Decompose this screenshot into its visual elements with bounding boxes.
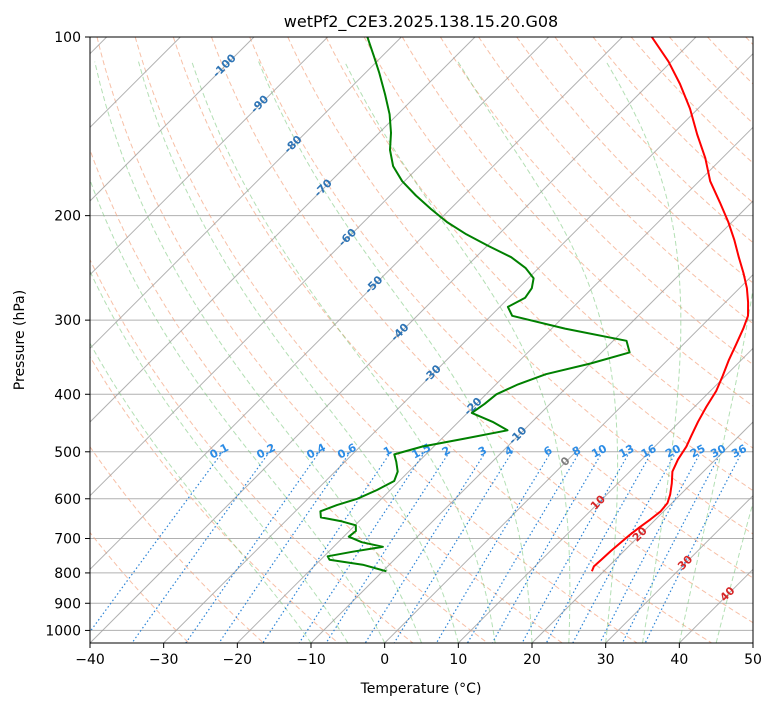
x-axis-ticks: −40 −30 −20 −10 0 10 20 30 40 50 — [75, 643, 762, 668]
x-tick-label: −20 — [223, 652, 253, 668]
y-axis-ticks: 100 200 300 400 500 600 700 800 900 1000 — [45, 30, 90, 639]
dry-adiabat-line — [249, 37, 753, 579]
x-tick-label: 0 — [380, 652, 389, 668]
isotherm-line — [605, 494, 753, 643]
x-axis-label: Temperature (°C) — [360, 681, 482, 697]
moist-adiabat-line — [605, 61, 682, 643]
moist-adiabat-line — [90, 270, 349, 643]
chart-title: wetPf2_C2E3.2025.138.15.20.G08 — [284, 12, 558, 32]
y-tick-label: 100 — [54, 30, 81, 46]
mixing-ratio-line — [545, 451, 653, 643]
moist-adiabat-line — [715, 501, 753, 643]
dry-adiabat-line — [401, 37, 753, 407]
isotherm-line — [163, 52, 753, 643]
mixing-ratio-line — [644, 451, 743, 643]
dry-adiabat-line — [439, 37, 753, 366]
mixing-ratio-line — [262, 451, 392, 643]
mixing-ratio-line — [393, 451, 513, 643]
mixing-ratio-lines — [90, 451, 743, 643]
mixing-ratio-line — [572, 451, 677, 643]
moist-adiabat-line — [258, 61, 533, 643]
isotherm-line — [90, 37, 329, 276]
dry-adiabat-line — [516, 37, 753, 284]
mixing-ratio-line — [131, 451, 271, 643]
isotherm-line — [310, 200, 753, 643]
y-axis-label: Pressure (hPa) — [12, 290, 28, 390]
temperature-profile-line — [590, 37, 750, 572]
isotherm-line — [236, 126, 753, 643]
moist-adiabat-line — [94, 61, 422, 643]
y-tick-label: 500 — [54, 445, 81, 461]
x-tick-label: 20 — [523, 652, 541, 668]
plot-area: 0.1 0.2 0.4 0.6 1 1.5 2 3 4 6 8 10 13 16 20 25 30 36-100-… — [90, 37, 753, 643]
x-tick-label: 50 — [744, 652, 762, 668]
dry-adiabat-line — [172, 37, 712, 643]
x-tick-label: 10 — [449, 652, 467, 668]
y-tick-label: 700 — [54, 532, 81, 548]
x-tick-label: 30 — [597, 652, 615, 668]
dry-adiabat-line — [90, 258, 414, 643]
dry-adiabat-line — [90, 445, 264, 643]
profile-series — [319, 37, 750, 573]
dry-adiabat-line — [96, 37, 563, 643]
mixing-ratio-line — [218, 451, 351, 643]
mixing-ratio-label: 36 — [729, 442, 749, 461]
mixing-ratio-label: 13 — [617, 442, 637, 461]
moist-adiabat-line — [90, 178, 386, 643]
moist-adiabat-line — [344, 61, 571, 643]
dry-adiabat-line — [287, 37, 753, 535]
mixing-ratio-line — [521, 451, 631, 643]
y-tick-label: 900 — [54, 596, 81, 612]
isotherm-line — [90, 37, 623, 571]
moist-adiabat-line — [90, 342, 312, 643]
mixing-ratio-line — [185, 451, 321, 643]
mixing-ratio-label: 20 — [663, 442, 683, 461]
mixing-ratio-line — [599, 451, 702, 643]
isotherm-line — [90, 37, 402, 350]
mixing-ratio-label: 25 — [688, 442, 708, 461]
y-tick-label: 800 — [54, 566, 81, 582]
mixing-ratio-line — [364, 451, 487, 643]
moist-adiabat-line — [138, 61, 459, 643]
x-tick-label: −40 — [75, 652, 105, 668]
mixing-ratio-label: 16 — [639, 442, 659, 461]
y-tick-label: 300 — [54, 313, 81, 329]
isotherm-line — [90, 37, 255, 202]
mixing-ratio-line — [621, 451, 722, 643]
moist-adiabat-line — [191, 61, 496, 643]
mixing-ratio-line — [491, 451, 604, 643]
y-tick-label: 200 — [54, 209, 81, 225]
moist-adiabats — [90, 61, 753, 643]
y-tick-label: 400 — [54, 387, 81, 403]
y-tick-label: 1000 — [45, 623, 81, 639]
pressure-grid — [90, 37, 753, 631]
dry-adiabat-line — [325, 37, 753, 492]
isotherm-line — [90, 37, 550, 497]
mixing-ratio-line — [466, 451, 581, 643]
x-tick-label: 40 — [670, 652, 688, 668]
mixing-ratio-label: 10 — [589, 442, 609, 461]
y-tick-label: 600 — [54, 492, 81, 508]
dewpoint-profile-line — [319, 37, 631, 573]
isotherm-line — [457, 347, 753, 643]
dry-adiabat-line — [630, 37, 753, 164]
dry-adiabat-line — [554, 37, 753, 244]
x-tick-label: −30 — [149, 652, 179, 668]
plot-frame — [89, 36, 754, 644]
isotherm-line — [384, 273, 753, 643]
mixing-ratio-line — [435, 451, 552, 643]
dry-adiabat-line — [211, 37, 753, 624]
mixing-ratio-label: 30 — [708, 442, 728, 461]
x-tick-label: −10 — [296, 652, 326, 668]
isotherms — [90, 37, 753, 643]
isotherm-line — [90, 37, 697, 643]
isotherm-line — [90, 37, 476, 423]
dry-adiabat-line — [134, 37, 638, 643]
isotherm-line — [531, 421, 753, 643]
